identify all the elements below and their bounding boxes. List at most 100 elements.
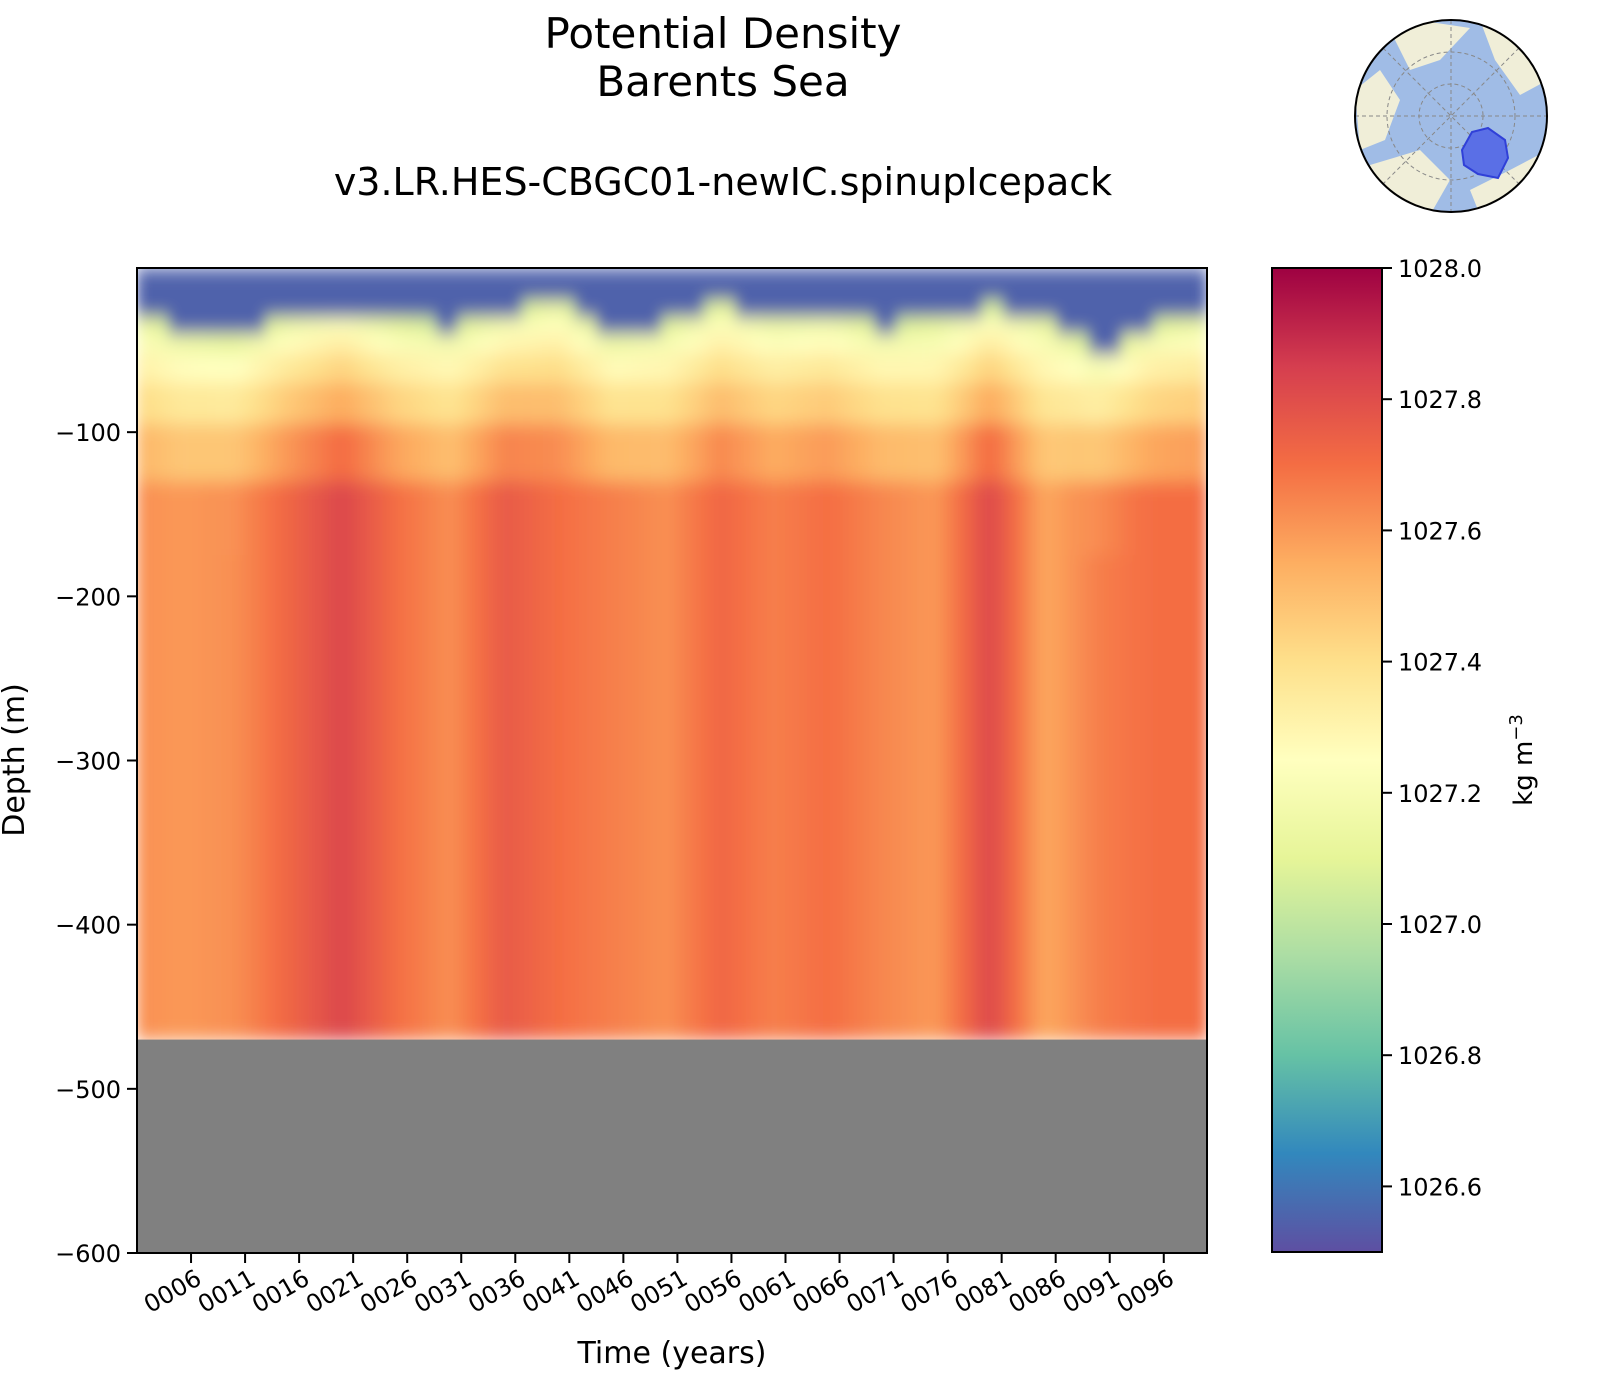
heatmap-cell xyxy=(350,284,363,302)
heatmap-cell xyxy=(821,752,833,869)
heatmap-cell xyxy=(1024,333,1037,356)
heatmap-cell xyxy=(179,423,191,483)
heatmap-cell xyxy=(949,481,962,557)
heatmap-cell xyxy=(767,333,780,356)
heatmap-cell xyxy=(575,867,587,980)
heatmap-cell xyxy=(725,284,737,302)
heatmap-cell xyxy=(671,481,684,557)
heatmap-cell xyxy=(297,284,309,302)
heatmap-cell xyxy=(297,423,309,483)
heatmap-cell xyxy=(425,481,438,557)
heatmap-cell xyxy=(243,481,256,557)
heatmap-cell xyxy=(1120,752,1133,869)
heatmap-cell xyxy=(1099,382,1112,425)
heatmap-cell xyxy=(211,481,224,557)
heatmap-cell xyxy=(264,645,277,754)
heatmap-cell xyxy=(297,354,309,384)
heatmap-cell xyxy=(735,481,748,557)
heatmap-cell xyxy=(1153,300,1165,319)
heatmap-cell xyxy=(382,300,395,319)
heatmap-cell xyxy=(917,268,930,286)
heatmap-cell xyxy=(671,645,684,754)
heatmap-cell xyxy=(928,317,940,335)
heatmap-cell xyxy=(585,645,598,754)
heatmap-cell xyxy=(168,867,181,980)
heatmap-cell xyxy=(939,284,951,302)
heatmap-cell xyxy=(1174,354,1187,384)
heatmap-cell xyxy=(1024,867,1037,980)
heatmap-cell xyxy=(254,978,266,1041)
heatmap-cell xyxy=(1131,645,1144,754)
heatmap-cell xyxy=(799,300,812,319)
heatmap-cell xyxy=(853,555,866,647)
heatmap-cell xyxy=(778,354,791,384)
heatmap-cell xyxy=(1174,284,1187,302)
heatmap-cell xyxy=(500,555,512,647)
heatmap-cell xyxy=(200,268,213,286)
heatmap-cell xyxy=(660,555,673,647)
heatmap-cell xyxy=(147,300,159,319)
heatmap-cell xyxy=(382,978,395,1041)
heatmap-cell xyxy=(692,333,705,356)
heatmap-cell xyxy=(1195,423,1207,483)
seafloor-mask xyxy=(137,1039,1207,1253)
heatmap-cell xyxy=(917,333,930,356)
heatmap-cell xyxy=(147,423,159,483)
heatmap-cell xyxy=(297,382,309,425)
heatmap-cell xyxy=(286,284,298,302)
heatmap-cell xyxy=(874,645,887,754)
heatmap-cell xyxy=(832,481,844,557)
heatmap-cell xyxy=(521,268,534,286)
heatmap-cell xyxy=(1195,555,1207,647)
heatmap-cell xyxy=(211,354,224,384)
heatmap-cell xyxy=(832,752,844,869)
heatmap-cell xyxy=(425,333,438,356)
heatmap-cell xyxy=(906,481,919,557)
heatmap-cell xyxy=(821,555,833,647)
heatmap-cell xyxy=(478,555,491,647)
heatmap-cell xyxy=(489,867,502,980)
heatmap-cell xyxy=(971,481,983,557)
heatmap-cell xyxy=(1099,481,1112,557)
heatmap-cell xyxy=(1056,300,1069,319)
heatmap-cell xyxy=(564,284,577,302)
heatmap-cell xyxy=(147,481,159,557)
heatmap-cell xyxy=(682,284,694,302)
heatmap-cell xyxy=(960,752,973,869)
heatmap-cell xyxy=(853,867,866,980)
heatmap-cell xyxy=(425,300,438,319)
heatmap-cell xyxy=(1185,481,1197,557)
heatmap-cell xyxy=(714,752,726,869)
heatmap-cell xyxy=(254,867,266,980)
heatmap-cell xyxy=(896,382,908,425)
heatmap-cell xyxy=(404,354,416,384)
heatmap-cell xyxy=(928,284,940,302)
heatmap-cell xyxy=(874,423,887,483)
heatmap-cell xyxy=(446,268,459,286)
heatmap-cell xyxy=(1131,867,1144,980)
heatmap-cell xyxy=(350,382,363,425)
heatmap-cell xyxy=(928,481,940,557)
heatmap-cell xyxy=(692,382,705,425)
heatmap-cell xyxy=(1110,300,1122,319)
heatmap-cell xyxy=(789,423,801,483)
heatmap-cell xyxy=(639,382,652,425)
heatmap-cell xyxy=(596,382,609,425)
heatmap-cell xyxy=(190,354,202,384)
heatmap-cell xyxy=(1035,317,1047,335)
heatmap-cell xyxy=(179,268,191,286)
heatmap-cell xyxy=(371,333,384,356)
heatmap-cell xyxy=(1067,284,1080,302)
heatmap-cell xyxy=(371,317,384,335)
heatmap-cell xyxy=(799,555,812,647)
heatmap-cell xyxy=(532,382,545,425)
heatmap-cell xyxy=(725,382,737,425)
heatmap-cell xyxy=(746,645,759,754)
heatmap-cell xyxy=(1003,317,1015,335)
heatmap-cell xyxy=(564,645,577,754)
heatmap-cell xyxy=(521,333,534,356)
heatmap-cell xyxy=(853,382,866,425)
heatmap-cell xyxy=(1003,268,1015,286)
heatmap-cell xyxy=(757,284,769,302)
heatmap-cell xyxy=(1056,317,1069,335)
